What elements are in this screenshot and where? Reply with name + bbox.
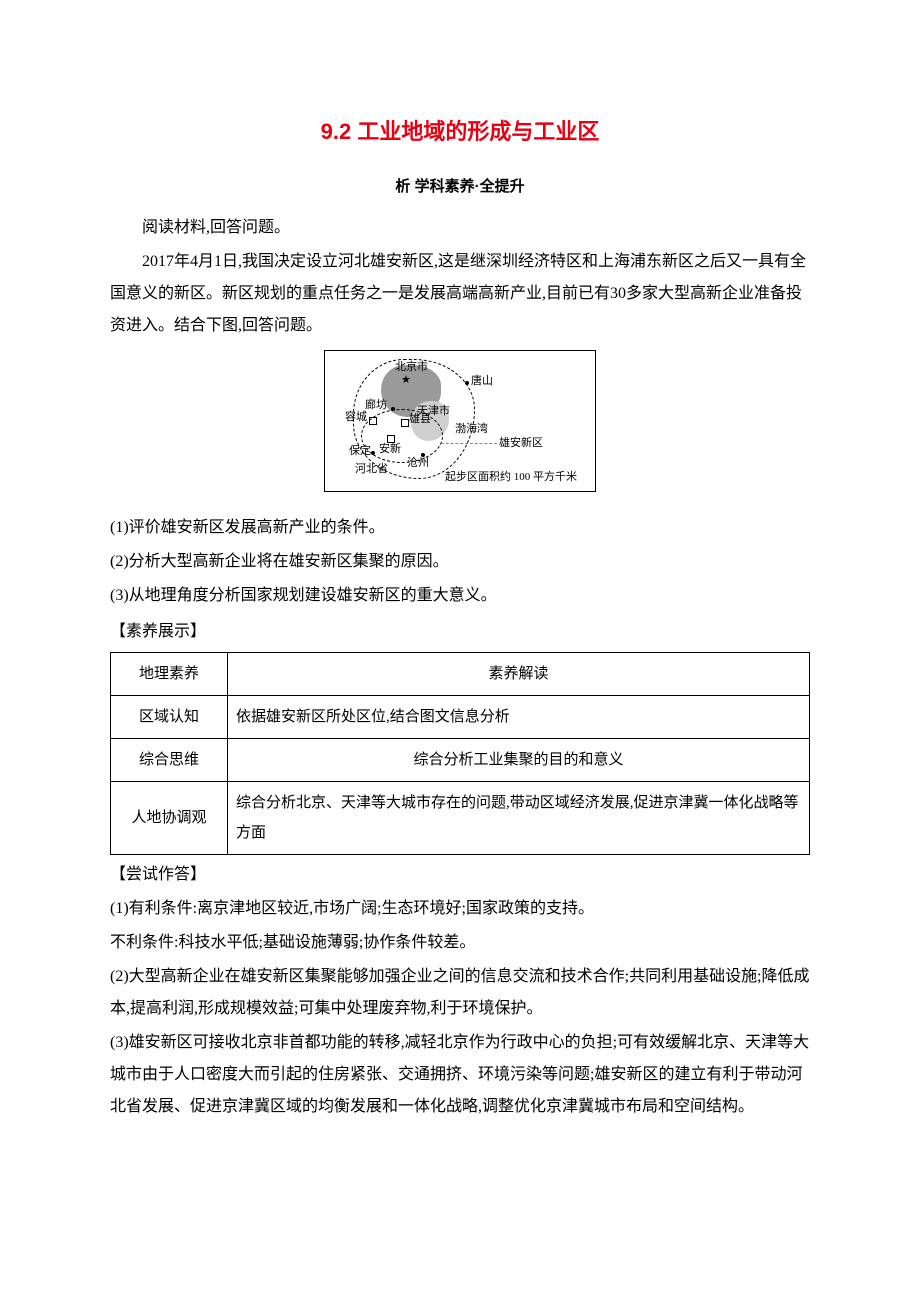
map-square-icon	[369, 417, 377, 425]
map-dot-icon	[371, 451, 375, 455]
table-cell: 综合思维	[111, 739, 228, 782]
table-cell: 综合分析工业集聚的目的和意义	[228, 739, 810, 782]
map-label-xiongxian: 雄县	[409, 413, 431, 426]
table-row: 人地协调观 综合分析北京、天津等大城市存在的问题,带动区域经济发展,促进京津冀一…	[111, 782, 810, 855]
table-row: 地理素养 素养解读	[111, 653, 810, 696]
question-3: (3)从地理角度分析国家规划建设雄安新区的重大意义。	[110, 580, 810, 612]
table-header-cell: 素养解读	[228, 653, 810, 696]
map-square-icon	[401, 419, 409, 427]
intro-line: 阅读材料,回答问题。	[110, 212, 810, 244]
table-header-cell: 地理素养	[111, 653, 228, 696]
table-cell: 依据雄安新区所处区位,结合图文信息分析	[228, 696, 810, 739]
page-title: 9.2 工业地域的形成与工业区	[110, 110, 810, 154]
map-label-baoding: 保定	[349, 445, 371, 458]
table-row: 综合思维 综合分析工业集聚的目的和意义	[111, 739, 810, 782]
map-legend-text: 起步区面积约 100 平方千米	[445, 471, 577, 484]
table-cell: 人地协调观	[111, 782, 228, 855]
map-dot-icon	[465, 381, 469, 385]
map-figure-wrap: ★ 北京市 天津市 唐山 廊坊 容城 雄县 安新 保定 沧州 河北省 渤海湾 雄…	[110, 350, 810, 504]
map-square-icon	[387, 435, 395, 443]
table-row: 区域认知 依据雄安新区所处区位,结合图文信息分析	[111, 696, 810, 739]
answers-heading: 【尝试作答】	[110, 859, 810, 891]
map-label-beijing: 北京市	[395, 361, 428, 374]
map-label-hebei: 河北省	[355, 463, 388, 476]
map-label-anxin: 安新	[379, 443, 401, 456]
question-1: (1)评价雄安新区发展高新产业的条件。	[110, 512, 810, 544]
map-label-tangshan: 唐山	[471, 375, 493, 388]
map-label-xiongan: 雄安新区	[499, 437, 543, 450]
document-page: 9.2 工业地域的形成与工业区 析 学科素养·全提升 阅读材料,回答问题。 20…	[0, 0, 920, 1302]
map-leader-line	[441, 443, 497, 444]
answer-3: (3)雄安新区可接收北京非首都功能的转移,减轻北京作为行政中心的负担;可有效缓解…	[110, 1027, 810, 1123]
question-2: (2)分析大型高新企业将在雄安新区集聚的原因。	[110, 546, 810, 578]
page-subtitle: 析 学科素养·全提升	[110, 172, 810, 202]
table-cell: 综合分析北京、天津等大城市存在的问题,带动区域经济发展,促进京津冀一体化战略等方…	[228, 782, 810, 855]
literacy-heading: 【素养展示】	[110, 616, 810, 648]
map-star-icon: ★	[401, 375, 411, 386]
answer-1a: (1)有利条件:离京津地区较近,市场广阔;生态环境好;国家政策的支持。	[110, 893, 810, 925]
literacy-table: 地理素养 素养解读 区域认知 依据雄安新区所处区位,结合图文信息分析 综合思维 …	[110, 652, 810, 855]
map-dot-icon	[391, 407, 395, 411]
map-label-cangzhou: 沧州	[407, 457, 429, 470]
table-cell: 区域认知	[111, 696, 228, 739]
answer-1b: 不利条件:科技水平低;基础设施薄弱;协作条件较差。	[110, 927, 810, 959]
passage-text: 2017年4月1日,我国决定设立河北雄安新区,这是继深圳经济特区和上海浦东新区之…	[110, 246, 810, 342]
map-label-rongcheng: 容城	[345, 411, 367, 424]
map-label-bohai: 渤海湾	[455, 423, 488, 436]
map-figure: ★ 北京市 天津市 唐山 廊坊 容城 雄县 安新 保定 沧州 河北省 渤海湾 雄…	[324, 350, 596, 492]
answer-2: (2)大型高新企业在雄安新区集聚能够加强企业之间的信息交流和技术合作;共同利用基…	[110, 961, 810, 1025]
map-label-langfang: 廊坊	[365, 399, 387, 412]
